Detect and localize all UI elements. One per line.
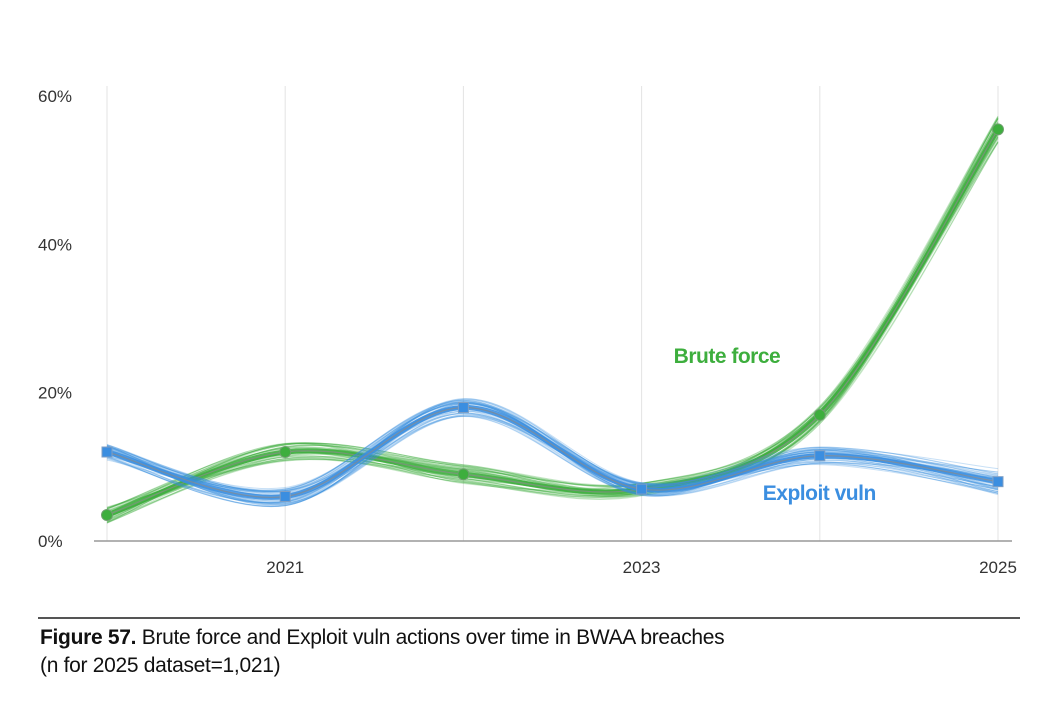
caption-text: Brute force and Exploit vuln actions ove… (136, 626, 725, 649)
data-point (636, 483, 648, 495)
x-tick-label: 2025 (979, 558, 1017, 577)
series-sample-line (106, 412, 999, 505)
series-sample-line (106, 415, 999, 506)
series-sample-line (106, 402, 999, 493)
data-point (279, 446, 292, 458)
series-sample-line (106, 119, 999, 517)
series-lines (101, 115, 1004, 524)
series-exploit-vuln (101, 398, 1004, 508)
series-center-line (106, 129, 999, 516)
series-sample-line (106, 402, 999, 491)
grid-lines (106, 86, 999, 541)
data-point (992, 123, 1004, 136)
data-point (814, 450, 826, 462)
figure-caption: Figure 57. Brute force and Exploit vuln … (40, 624, 1020, 680)
data-point (813, 408, 826, 421)
series-label: Brute force (674, 345, 781, 368)
y-tick-label: 60% (38, 87, 72, 106)
series-sample-line (106, 405, 999, 508)
series-sample-line (106, 398, 999, 503)
series-sample-line (106, 401, 999, 490)
x-tick-label: 2023 (623, 558, 661, 577)
series-sample-line (106, 401, 999, 492)
data-point (279, 491, 291, 502)
series-label: Exploit vuln (763, 482, 876, 505)
data-point (457, 468, 470, 481)
y-tick-label: 0% (38, 532, 63, 551)
caption-divider (38, 617, 1020, 619)
caption-note: (n for 2025 dataset=1,021) (40, 654, 281, 677)
data-point (101, 446, 113, 458)
series-sample-line (106, 142, 999, 524)
figure-number: Figure 57. (40, 626, 137, 649)
line-chart: 0% 20% 40% 60% 2021 2023 2025 Brute force Explo… (38, 86, 1017, 577)
series-sample-line (106, 415, 999, 503)
series-brute-force (101, 115, 1004, 524)
series-sample-line (106, 399, 999, 504)
data-point (992, 476, 1004, 488)
y-tick-label: 20% (38, 384, 72, 403)
series-sample-line (106, 124, 999, 523)
x-tick-label: 2021 (266, 558, 304, 577)
series-sample-line (106, 402, 999, 496)
tick-labels: 0% 20% 40% 60% 2021 2023 2025 (38, 87, 1017, 577)
data-point (101, 509, 113, 522)
series-center-line (106, 406, 999, 498)
y-tick-label: 40% (38, 235, 72, 254)
series-sample-line (106, 122, 999, 517)
series-sample-line (106, 403, 999, 508)
series-sample-line (106, 398, 999, 506)
data-point (457, 402, 469, 413)
series-labels: Brute force Exploit vuln (674, 345, 877, 505)
